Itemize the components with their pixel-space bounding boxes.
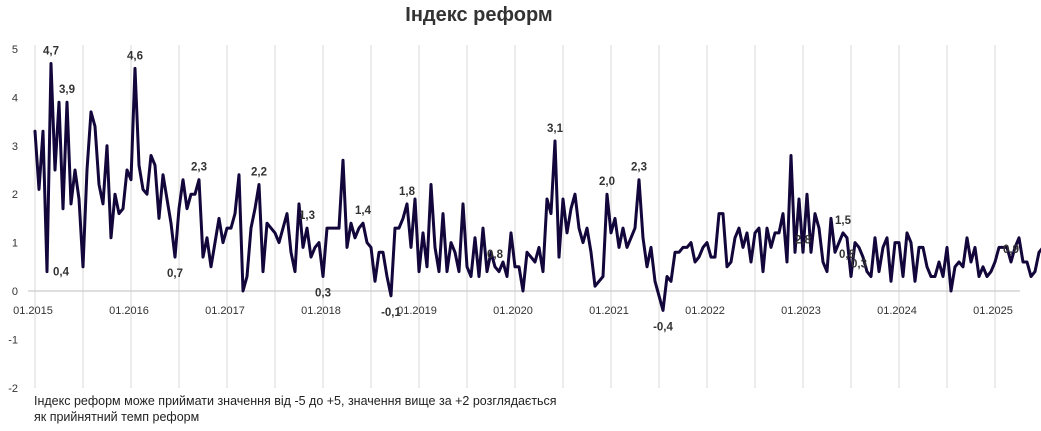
data-label: 0,3 xyxy=(851,258,867,270)
data-labels: 4,7 0,4 3,9 4,6 0,7 2,3 2,2 1,3 0,3 1,4 -0,1 1,8 0,8… xyxy=(43,46,1019,334)
data-label: 0,7 xyxy=(167,268,183,280)
data-label: -0,4 xyxy=(653,321,673,333)
data-label: 1,4 xyxy=(355,205,372,217)
x-axis-ticks: 01.2015 01.2016 01.2017 01.2018 01.2019 01.20… xyxy=(13,305,1013,317)
data-label: 2,8 xyxy=(795,234,812,246)
reform-index-line xyxy=(33,62,1041,312)
y-tick-label: 0 xyxy=(12,286,18,298)
x-tick-label: 01.2020 xyxy=(493,305,533,317)
x-tick-label: 01.2016 xyxy=(109,305,149,317)
x-tick-label: 01.2021 xyxy=(589,305,629,317)
x-tick-label: 01.2025 xyxy=(973,305,1013,317)
y-tick-label: -1 xyxy=(8,334,18,346)
x-tick-label: 01.2018 xyxy=(301,305,341,317)
data-label: 2,3 xyxy=(631,162,647,174)
data-label: 0,8 xyxy=(487,249,504,261)
vertical-gridlines xyxy=(34,45,996,388)
data-label: 0,9 xyxy=(1003,244,1019,256)
data-label: 4,6 xyxy=(127,50,143,62)
x-tick-label: 01.2019 xyxy=(397,305,437,317)
data-label: 1,5 xyxy=(835,215,852,227)
y-tick-label: 3 xyxy=(12,141,18,153)
y-tick-label: 5 xyxy=(12,44,18,56)
x-tick-label: 01.2024 xyxy=(877,305,917,317)
footnote: Індекс реформ може приймати значення від… xyxy=(34,393,634,425)
y-tick-label: 1 xyxy=(12,238,18,250)
chart-title: Індекс реформ xyxy=(405,4,552,26)
data-label: 1,8 xyxy=(399,186,416,198)
footnote-line-1: Індекс реформ може приймати значення від… xyxy=(34,394,557,408)
y-tick-label: -2 xyxy=(8,383,18,395)
x-tick-label: 01.2017 xyxy=(205,305,245,317)
data-label: -0,1 xyxy=(381,307,401,319)
data-label: 4,7 xyxy=(43,46,59,58)
data-label: 2,0 xyxy=(599,176,615,188)
y-tick-label: 4 xyxy=(12,92,18,104)
data-label: 3,1 xyxy=(547,123,564,135)
data-label: 2,3 xyxy=(191,162,207,174)
data-label: 2,2 xyxy=(251,167,267,179)
footnote-line-2: як прийнятний темп реформ xyxy=(34,410,200,424)
x-tick-label: 01.2022 xyxy=(685,305,725,317)
data-label: 0,8 xyxy=(839,249,856,261)
x-tick-label: 01.2023 xyxy=(781,305,821,317)
y-tick-label: 2 xyxy=(12,189,18,201)
data-label: 1,3 xyxy=(299,210,315,222)
y-axis-ticks: -2 -1 0 1 2 3 4 5 xyxy=(8,44,18,395)
x-tick-label: 01.2015 xyxy=(13,305,53,317)
data-label: 0,4 xyxy=(53,267,70,279)
data-label: 3,9 xyxy=(59,84,75,96)
data-label: 0,3 xyxy=(315,287,331,299)
